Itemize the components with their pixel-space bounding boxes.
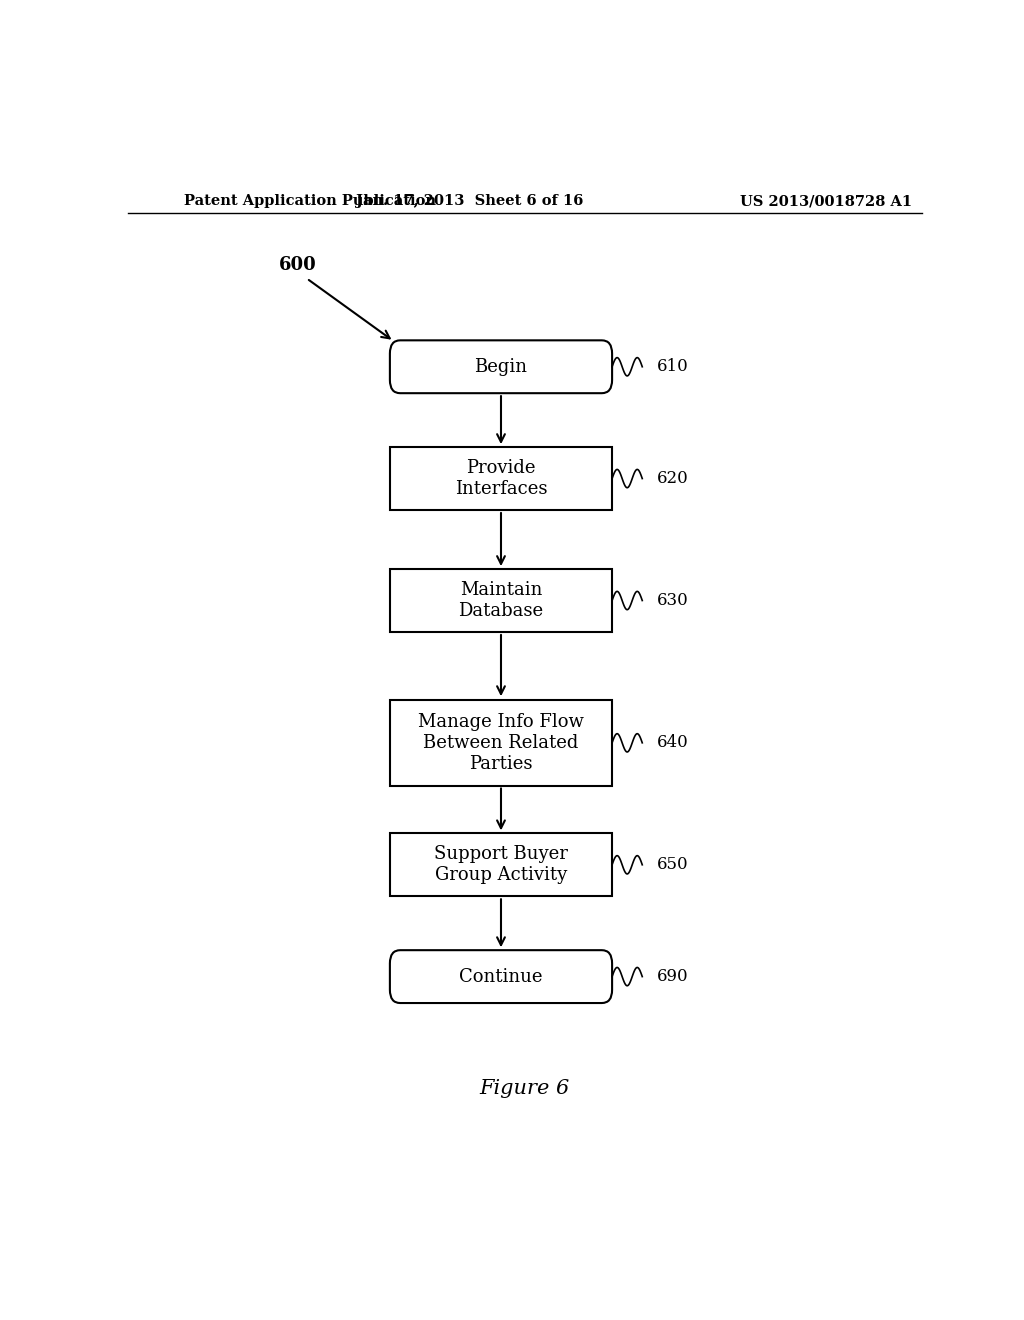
Text: Begin: Begin (474, 358, 527, 376)
Text: Manage Info Flow
Between Related
Parties: Manage Info Flow Between Related Parties (418, 713, 584, 772)
Bar (390, 833, 612, 896)
Text: Maintain
Database: Maintain Database (459, 581, 544, 620)
Text: Support Buyer
Group Activity: Support Buyer Group Activity (434, 845, 568, 884)
Text: 600: 600 (279, 256, 316, 275)
Text: Continue: Continue (459, 968, 543, 986)
Text: 640: 640 (656, 734, 688, 751)
Bar (390, 569, 612, 632)
FancyBboxPatch shape (390, 341, 612, 393)
Text: 620: 620 (656, 470, 688, 487)
Text: Provide
Interfaces: Provide Interfaces (455, 459, 547, 498)
Text: US 2013/0018728 A1: US 2013/0018728 A1 (740, 194, 912, 209)
Bar (390, 447, 612, 510)
Bar (390, 700, 612, 785)
FancyBboxPatch shape (390, 950, 612, 1003)
Text: 610: 610 (656, 358, 688, 375)
Text: Jan. 17, 2013  Sheet 6 of 16: Jan. 17, 2013 Sheet 6 of 16 (355, 194, 583, 209)
Text: Figure 6: Figure 6 (479, 1078, 570, 1098)
Text: 650: 650 (656, 857, 688, 874)
Text: 630: 630 (656, 593, 688, 609)
Text: 690: 690 (656, 968, 688, 985)
Text: Patent Application Publication: Patent Application Publication (183, 194, 435, 209)
